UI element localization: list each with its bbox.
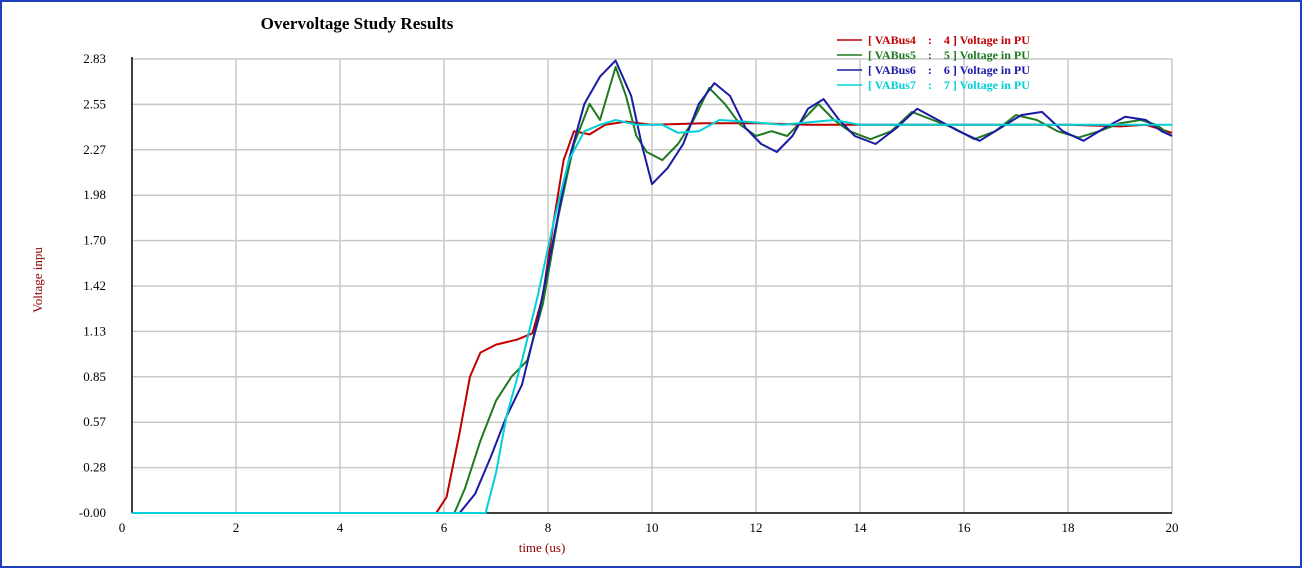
- axes: 0 2 4 6 8 10 12 14 16 18 20 -0.00 0.28 0.57 0.85 1.13 1.…: [79, 51, 1179, 535]
- grid-lines: [132, 58, 1173, 513]
- x-axis-label: time (us): [519, 540, 566, 555]
- series-line-3: [132, 59, 1173, 514]
- legend-entry: [ VABus5 : 5 ] Voltage in PU: [868, 48, 1030, 62]
- legend-entry: [ VABus4 : 4 ] Voltage in PU: [868, 33, 1030, 47]
- y-tick-label: 1.13: [83, 323, 106, 338]
- x-tick-label: 8: [545, 520, 552, 535]
- x-tick-label: 4: [337, 520, 344, 535]
- x-tick-label: 2: [233, 520, 240, 535]
- series-line-4: [132, 119, 1172, 514]
- x-tick-label: 6: [441, 520, 448, 535]
- legend-entry: [ VABus7 : 7 ] Voltage in PU: [868, 78, 1030, 92]
- legend: [ VABus4 : 4 ] Voltage in PU[ VABus5 : 5…: [837, 33, 1030, 92]
- y-tick-label: 1.98: [83, 187, 106, 202]
- y-tick-label: 2.83: [83, 51, 106, 66]
- x-tick-label: 14: [854, 520, 868, 535]
- y-tick-label: -0.00: [79, 505, 106, 520]
- y-tick-label: 0.57: [83, 414, 106, 429]
- y-tick-label: 2.27: [83, 142, 106, 157]
- series-lines: [132, 59, 1173, 514]
- y-tick-label: 0.28: [83, 460, 106, 475]
- y-tick-label: 1.42: [83, 278, 106, 293]
- y-tick-label: 0.85: [83, 369, 106, 384]
- y-tick-label: 2.55: [83, 96, 106, 111]
- legend-entry: [ VABus6 : 6 ] Voltage in PU: [868, 63, 1030, 77]
- x-tick-label: 0: [119, 520, 126, 535]
- x-tick-label: 12: [750, 520, 763, 535]
- x-tick-label: 18: [1062, 520, 1075, 535]
- series-line-2: [132, 66, 1173, 514]
- x-tick-label: 20: [1166, 520, 1179, 535]
- y-axis-label: Voltage inpu: [30, 247, 45, 313]
- x-tick-label: 16: [958, 520, 972, 535]
- chart-title: Overvoltage Study Results: [261, 14, 454, 33]
- y-tick-label: 1.70: [83, 233, 106, 248]
- x-tick-label: 10: [646, 520, 659, 535]
